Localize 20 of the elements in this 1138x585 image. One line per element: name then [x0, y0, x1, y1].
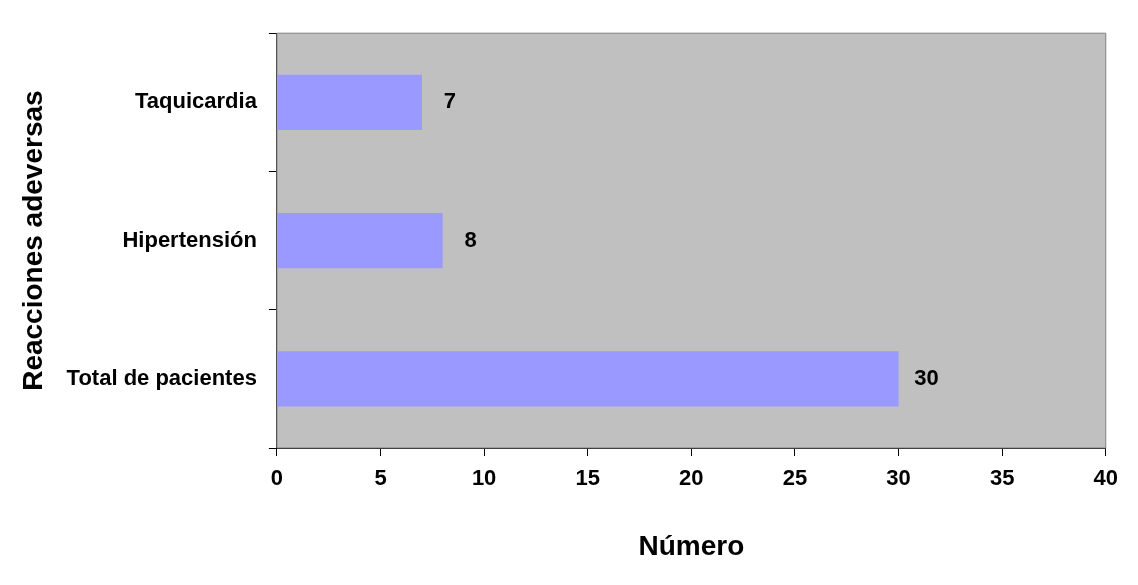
x-tick-label: 0: [270, 465, 284, 491]
x-tick-label: 20: [679, 465, 704, 491]
x-tick-label: 10: [471, 465, 497, 491]
y-tick-label: Hipertensión: [122, 226, 257, 252]
data-label: 30: [914, 364, 939, 390]
x-tick-label: 5: [374, 465, 387, 491]
x-tick-label: 30: [886, 465, 911, 491]
y-tick-label: Total de pacientes: [66, 364, 257, 390]
bar: [277, 74, 422, 130]
x-tick-label: 40: [1093, 465, 1119, 491]
data-label: 7: [443, 88, 457, 114]
y-tick-label: Taquicardia: [135, 88, 258, 114]
x-tick-label: 15: [575, 465, 600, 491]
bar: [277, 212, 443, 269]
x-tick-label: 35: [989, 465, 1015, 491]
y-axis-title: Reacciones adeversas: [16, 90, 48, 391]
x-axis-title: Número: [638, 529, 745, 561]
data-label: 8: [464, 226, 477, 252]
bar: [277, 351, 899, 407]
x-tick-label: 25: [782, 465, 808, 491]
